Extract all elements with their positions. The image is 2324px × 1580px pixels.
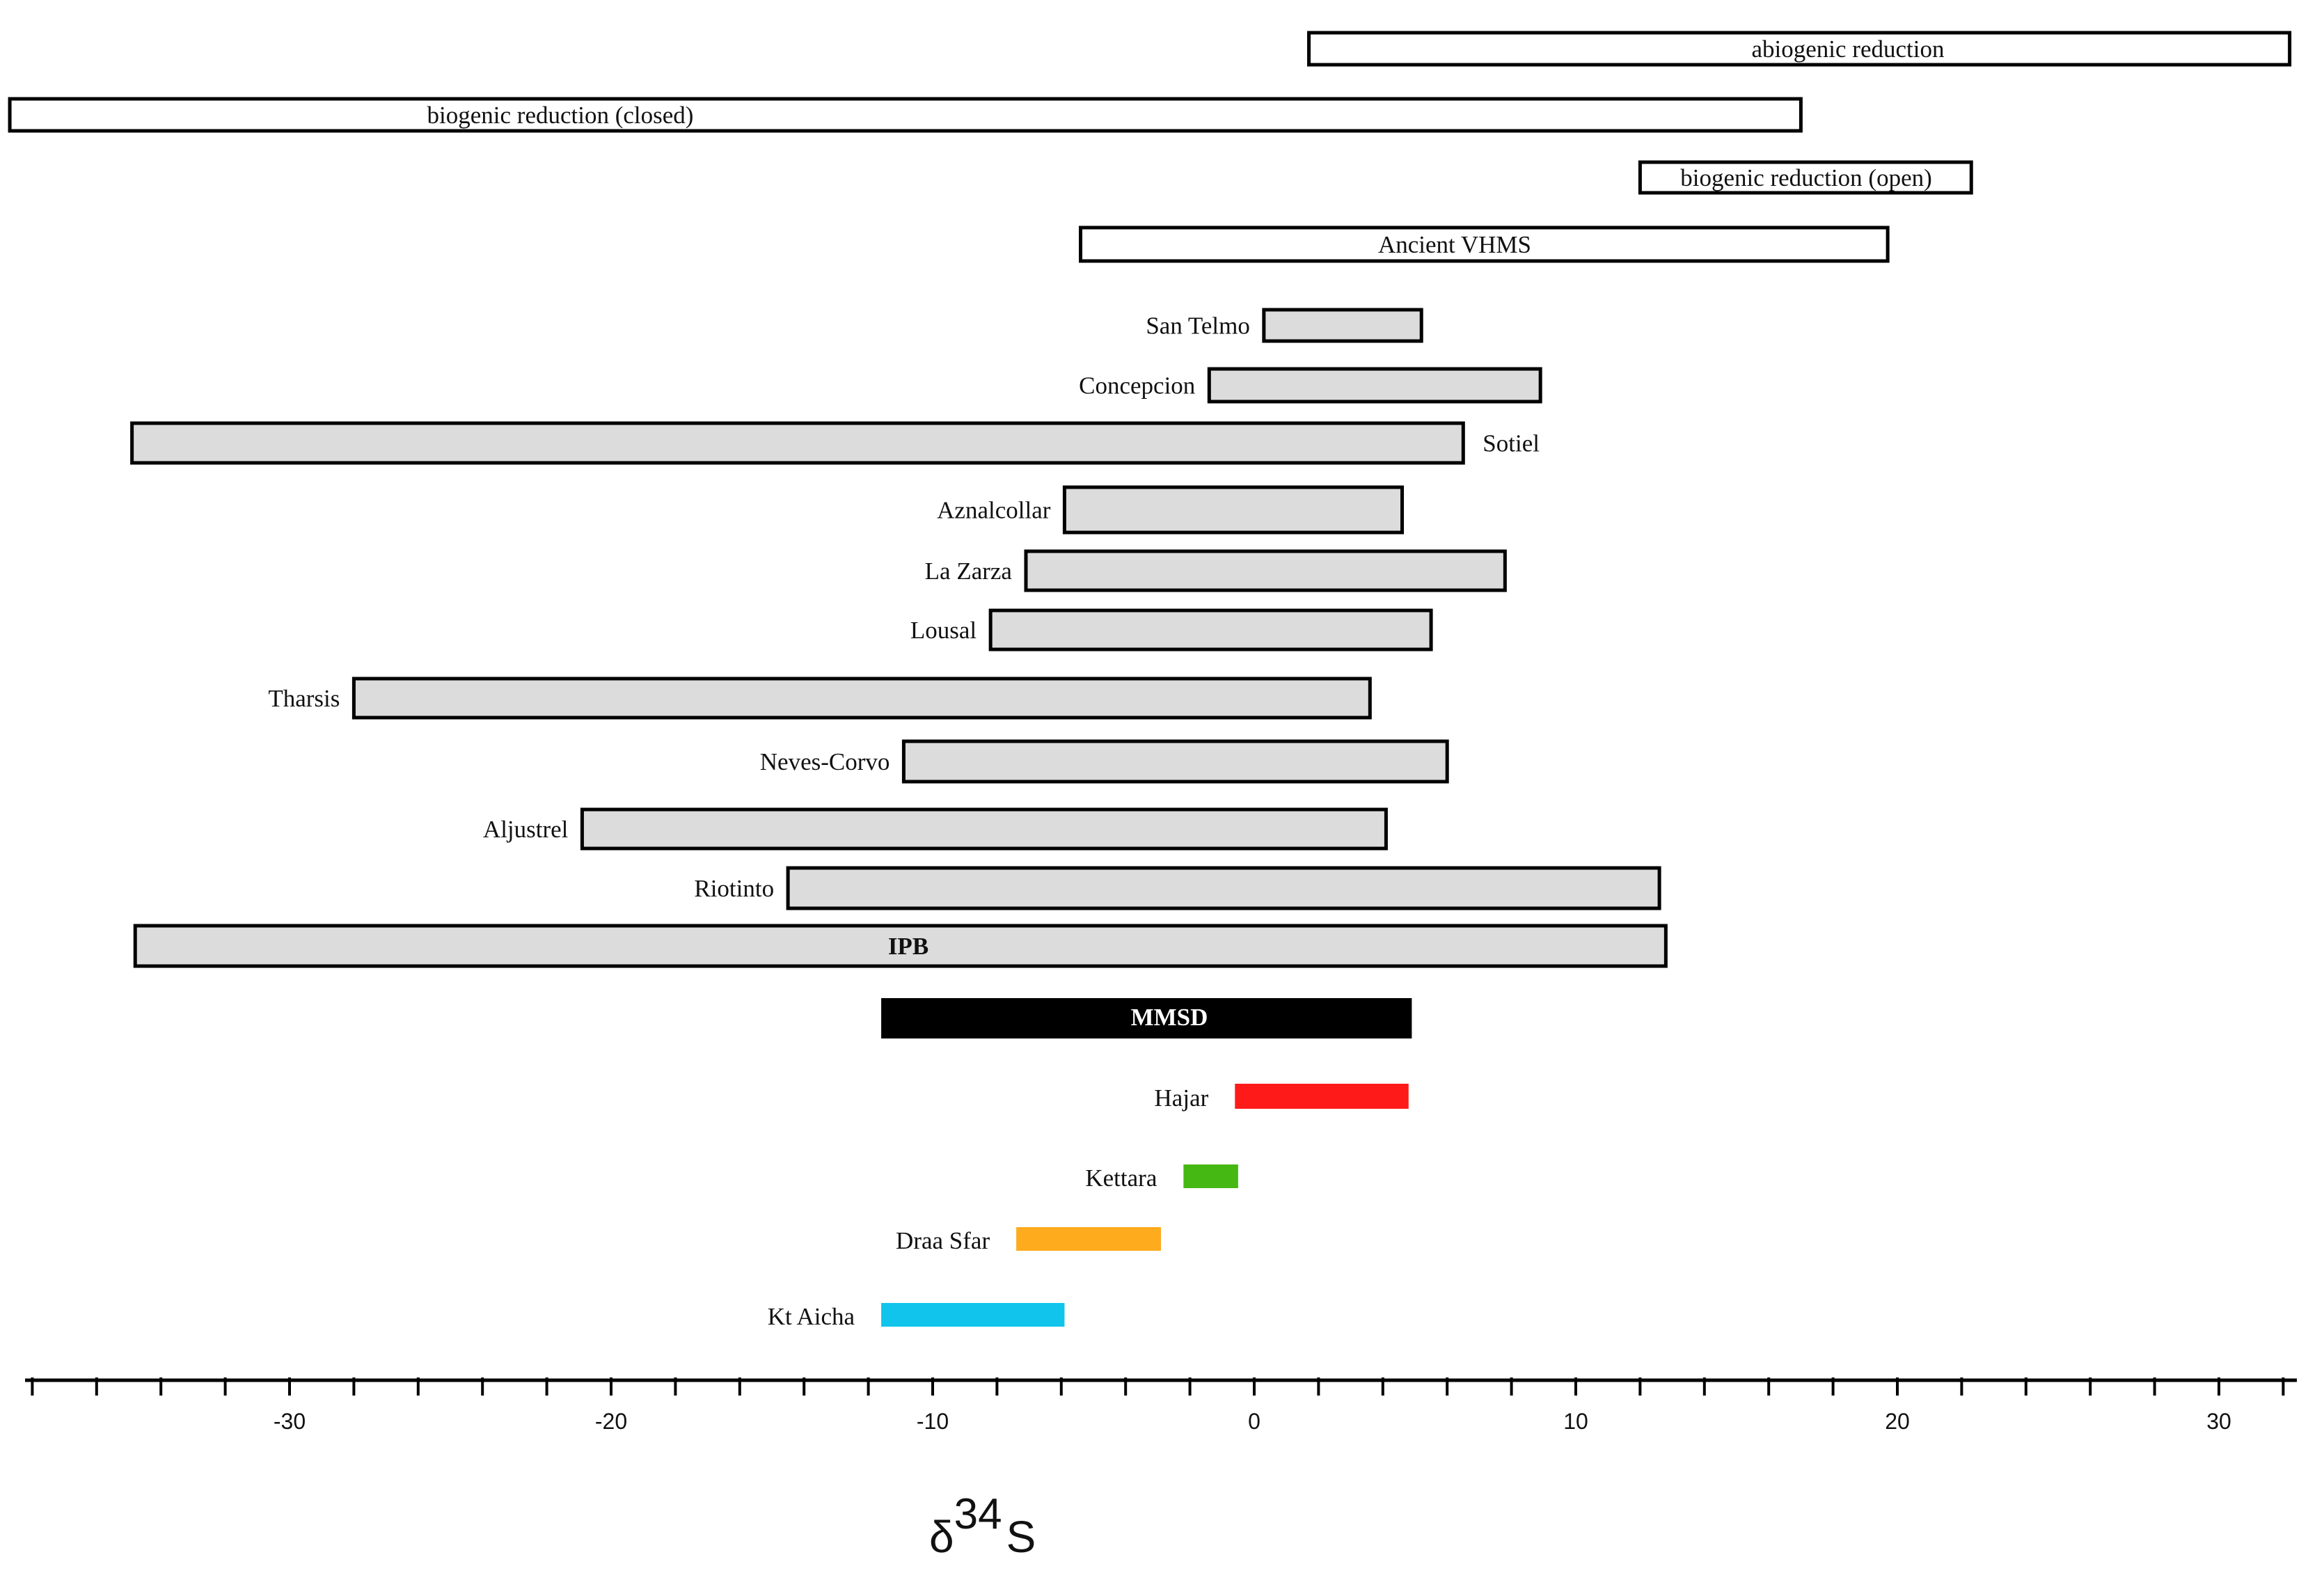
deposit-label-neves-corvo: Neves-Corvo xyxy=(760,748,890,775)
deposit-label-kt-aicha: Kt Aicha xyxy=(768,1303,855,1330)
deposit-bar-kettara xyxy=(1183,1164,1238,1188)
deposit-bar-hajar xyxy=(1235,1084,1409,1109)
deposit-label-tharsis: Tharsis xyxy=(268,685,340,712)
deposit-label-kettara: Kettara xyxy=(1085,1164,1157,1192)
deposit-bar-sotiel xyxy=(130,421,1465,465)
range-label-abiogenic-reduction: abiogenic reduction xyxy=(1752,35,1945,63)
deposit-bar-aljustrel xyxy=(580,807,1388,851)
x-tick-label: -30 xyxy=(274,1409,306,1434)
deposit-label-san-telmo: San Telmo xyxy=(1146,313,1250,340)
deposit-label-aljustrel: Aljustrel xyxy=(483,816,569,843)
deposit-bar-la-zarza xyxy=(1024,549,1507,592)
range-bar-biogenic-reduction-open xyxy=(1638,160,1973,195)
x-tick-label: 10 xyxy=(1563,1409,1588,1434)
deposit-bar-riotinto xyxy=(786,866,1661,910)
deposit-bar-mmsd xyxy=(881,998,1412,1038)
range-label-ancient-vhms: Ancient VHMS xyxy=(1378,231,1531,258)
range-label-biogenic-reduction-open: biogenic reduction (open) xyxy=(1680,164,1932,191)
deposit-bar-ipb xyxy=(133,924,1668,968)
x-axis-label-superscript: 34 xyxy=(954,1490,1002,1538)
deposit-label-hajar: Hajar xyxy=(1155,1084,1209,1112)
x-tick-label: 20 xyxy=(1885,1409,1910,1434)
deposit-label-draa-sfar: Draa Sfar xyxy=(896,1227,990,1254)
deposit-bar-draa-sfar xyxy=(1016,1227,1162,1251)
range-bar-ancient-vhms xyxy=(1079,226,1890,263)
deposit-bar-kt-aicha xyxy=(881,1303,1065,1327)
deposit-label-la-zarza: La Zarza xyxy=(925,558,1013,585)
range-bar-biogenic-reduction-closed xyxy=(8,97,1803,133)
x-axis-label: δ34S xyxy=(929,1490,1036,1562)
deposit-label-concepcion: Concepcion xyxy=(1079,372,1195,400)
deposit-label-mmsd: MMSD xyxy=(1131,1004,1208,1031)
deposit-label-riotinto: Riotinto xyxy=(694,875,774,902)
deposit-bar-neves-corvo xyxy=(901,739,1449,784)
deposit-bar-lousal xyxy=(988,608,1433,651)
x-tick-label: 0 xyxy=(1248,1409,1260,1434)
deposit-bar-tharsis xyxy=(351,677,1372,720)
x-tick-label: -10 xyxy=(917,1409,949,1434)
range-label-biogenic-reduction-closed: biogenic reduction (closed) xyxy=(427,102,694,129)
range-bar-abiogenic-reduction xyxy=(1307,31,2292,67)
x-tick-label: -20 xyxy=(595,1409,627,1434)
deposit-bar-aznalcollar xyxy=(1062,485,1405,535)
deposit-label-ipb: IPB xyxy=(888,933,928,960)
deposit-label-sotiel: Sotiel xyxy=(1483,430,1540,457)
x-tick-label: 30 xyxy=(2206,1409,2231,1434)
deposit-label-aznalcollar: Aznalcollar xyxy=(937,497,1051,524)
x-axis-label-delta: δ xyxy=(929,1512,954,1562)
deposit-label-lousal: Lousal xyxy=(910,617,977,644)
deposit-bar-concepcion xyxy=(1207,367,1542,404)
deposit-bar-san-telmo xyxy=(1262,308,1423,343)
x-axis-label-tail: S xyxy=(1006,1512,1036,1562)
